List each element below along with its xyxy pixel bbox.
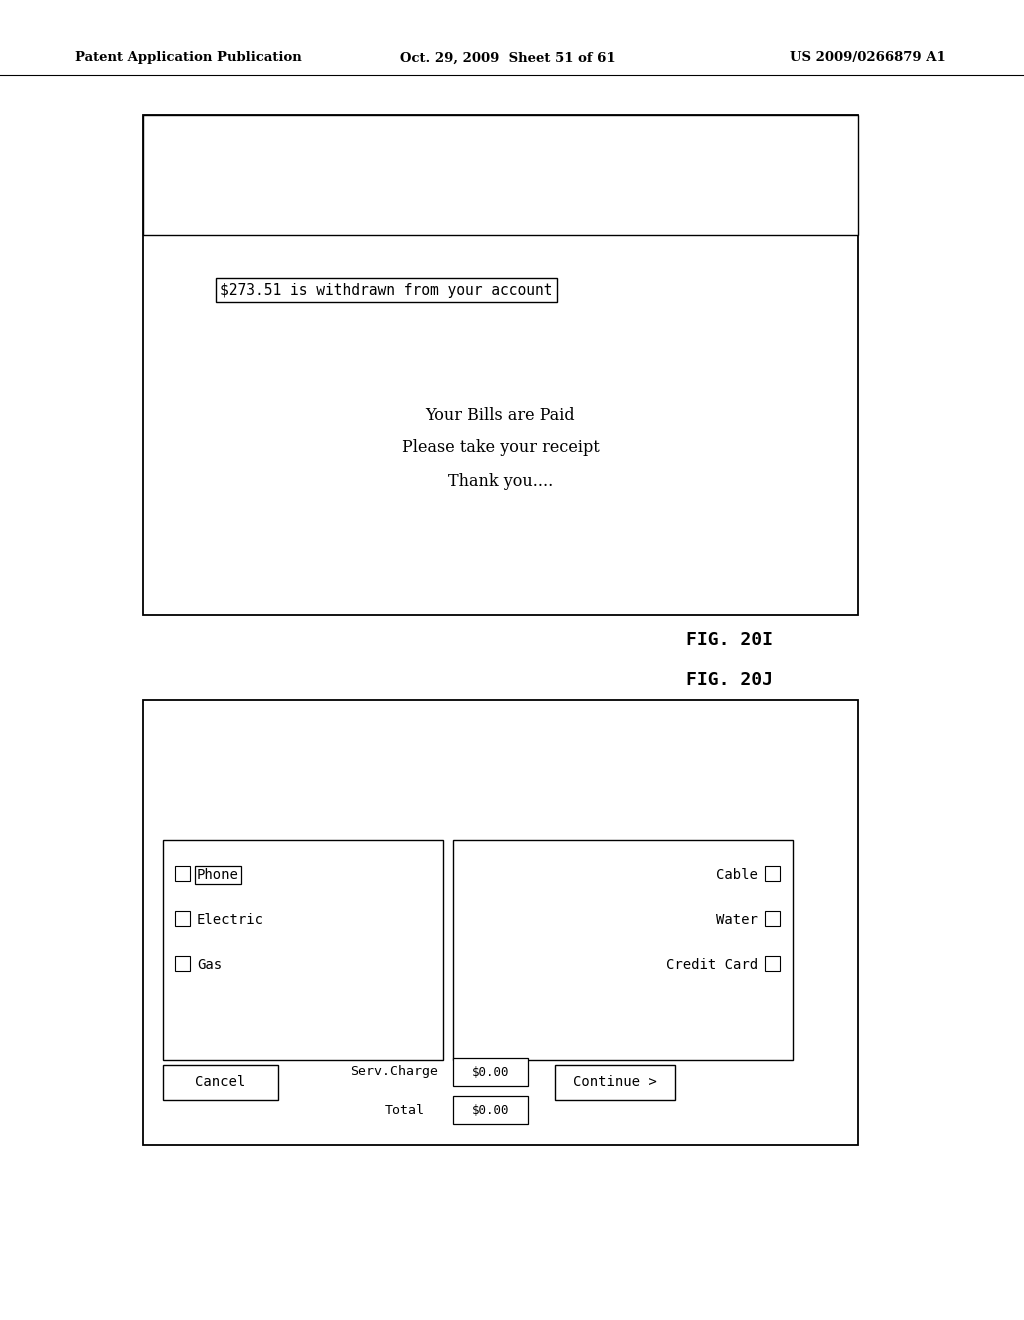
- Bar: [143, 115, 858, 235]
- Text: Your Bills are Paid: Your Bills are Paid: [426, 407, 575, 424]
- Text: Water: Water: [716, 913, 758, 927]
- Bar: [765, 956, 780, 972]
- Text: Phone: Phone: [197, 869, 239, 882]
- Bar: [175, 866, 190, 880]
- Text: FIG. 20J: FIG. 20J: [686, 671, 773, 689]
- Bar: [175, 956, 190, 972]
- Text: Cable: Cable: [716, 869, 758, 882]
- Bar: [453, 840, 793, 1060]
- Text: Gas: Gas: [197, 958, 222, 972]
- Text: Please take your receipt: Please take your receipt: [401, 440, 599, 457]
- Bar: [765, 866, 780, 880]
- Text: $273.51 is withdrawn from your account: $273.51 is withdrawn from your account: [220, 282, 553, 297]
- Bar: [163, 1065, 278, 1100]
- Text: Serv.Charge: Serv.Charge: [350, 1065, 438, 1078]
- Text: FIG. 20I: FIG. 20I: [686, 631, 773, 649]
- Text: Cancel: Cancel: [196, 1076, 246, 1089]
- Bar: [175, 911, 190, 927]
- Text: Total: Total: [385, 1104, 425, 1117]
- Text: US 2009/0266879 A1: US 2009/0266879 A1: [790, 51, 946, 65]
- Text: Oct. 29, 2009  Sheet 51 of 61: Oct. 29, 2009 Sheet 51 of 61: [400, 51, 615, 65]
- Text: Continue >: Continue >: [573, 1076, 656, 1089]
- Text: Credit Card: Credit Card: [666, 958, 758, 972]
- Bar: [555, 1065, 675, 1100]
- Bar: [765, 911, 780, 927]
- Bar: [453, 1059, 528, 1086]
- Text: $0.00: $0.00: [472, 1065, 509, 1078]
- Text: Electric: Electric: [197, 913, 264, 927]
- Text: Patent Application Publication: Patent Application Publication: [75, 51, 302, 65]
- Text: $0.00: $0.00: [472, 1104, 509, 1117]
- Bar: [143, 115, 858, 615]
- Bar: [163, 840, 443, 1060]
- Bar: [143, 700, 858, 1144]
- Bar: [453, 1096, 528, 1125]
- Text: Thank you....: Thank you....: [447, 473, 553, 490]
